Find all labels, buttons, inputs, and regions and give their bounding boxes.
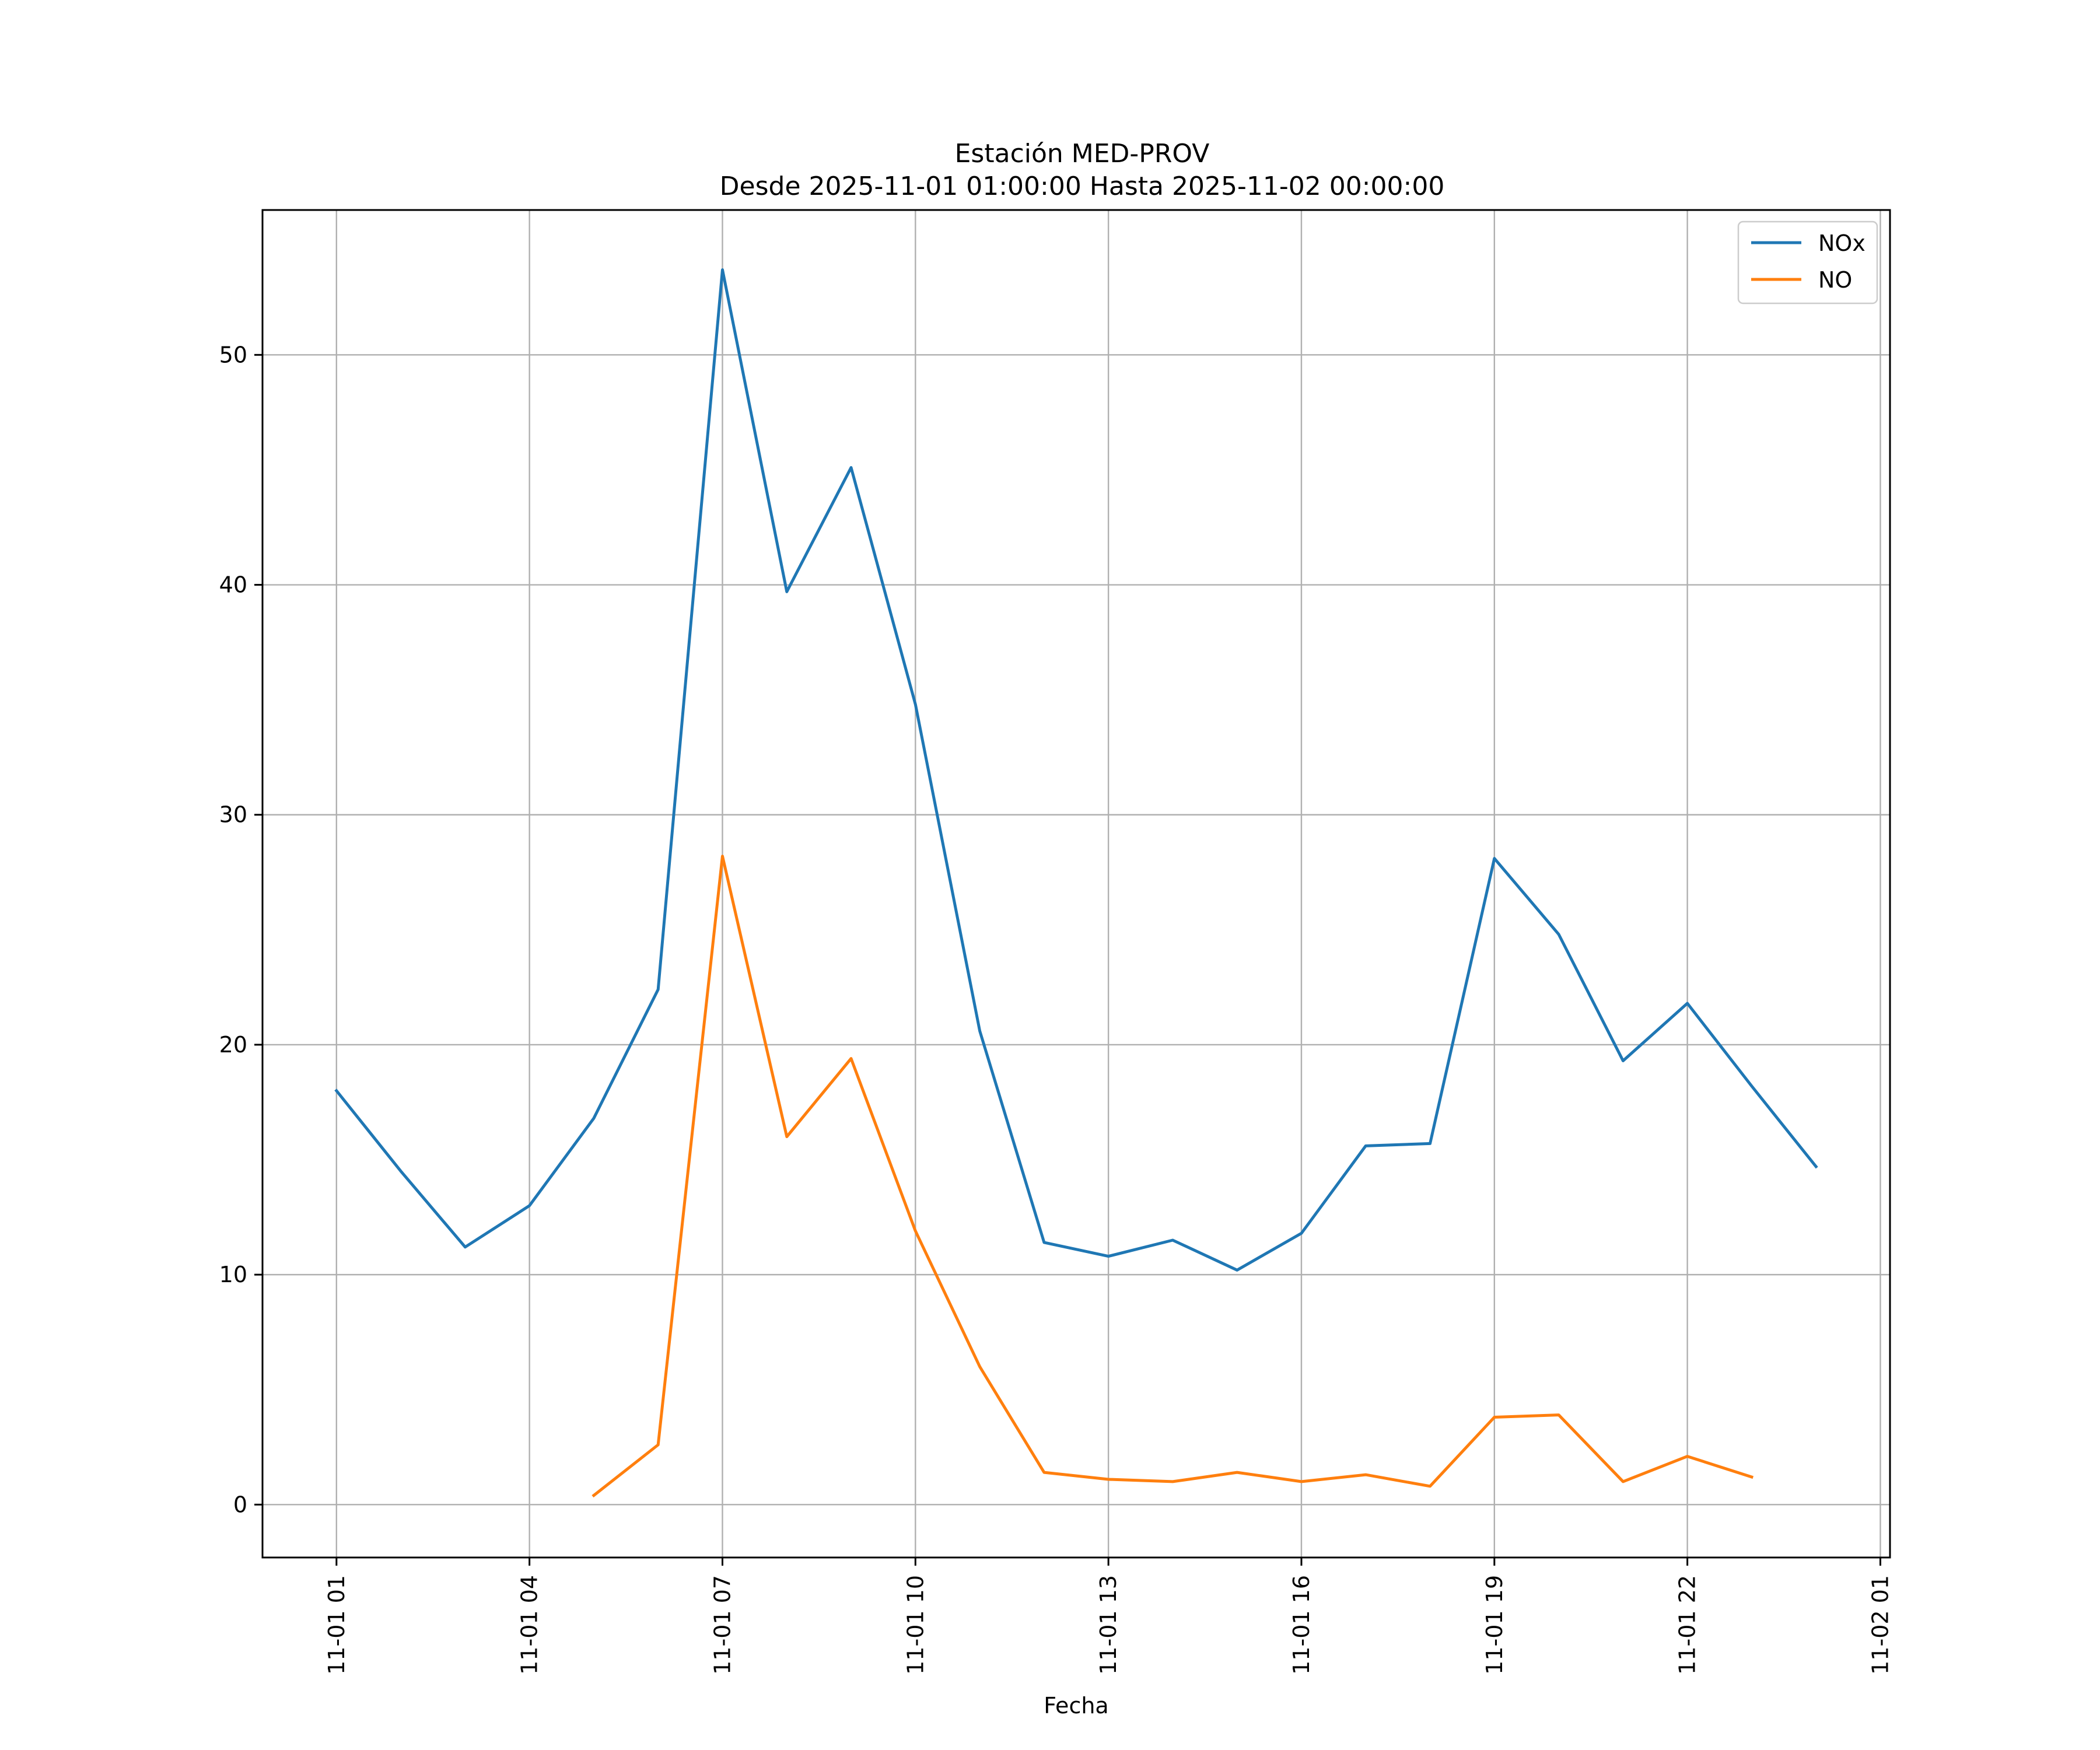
x-tick-label: 11-01 07 [709,1575,735,1675]
y-tick-label: 20 [219,1032,247,1058]
x-tick-label: 11-01 04 [517,1575,542,1675]
series-line-no [592,855,1754,1498]
y-tick-label: 0 [233,1492,247,1517]
x-tick-label: 11-01 01 [324,1575,349,1675]
y-tick-label: 40 [219,572,247,598]
x-tick-label: 11-01 16 [1289,1575,1314,1675]
x-tick-label: 11-02 01 [1867,1575,1893,1675]
axis-ticks: 0 10 20 30 40 50 11-01 01 11-01 04 11-01 07 11-01… [219,342,1894,1675]
series-line-nox [334,268,1818,1272]
x-tick-label: 11-01 22 [1675,1575,1700,1675]
y-tick-label: 50 [219,342,247,368]
series-lines [334,268,1818,1498]
plot-frame [261,209,1891,1559]
y-tick-label: 30 [219,802,247,828]
legend-label-nox: NOx [1818,230,1866,256]
legend-label-no: NO [1818,267,1852,293]
chart-subtitle: Desde 2025-11-01 01:00:00 Hasta 2025-11-… [720,172,1445,201]
x-axis-label: Fecha [1044,1693,1108,1718]
x-tick-label: 11-01 10 [902,1575,928,1675]
legend: NOx NO [1737,220,1878,304]
chart-title: Estación MED-PROV [955,139,1210,169]
x-tick-label: 11-01 19 [1482,1575,1507,1675]
y-tick-label: 10 [219,1262,247,1287]
grid [262,210,1890,1558]
x-tick-label: 11-01 13 [1096,1575,1121,1675]
